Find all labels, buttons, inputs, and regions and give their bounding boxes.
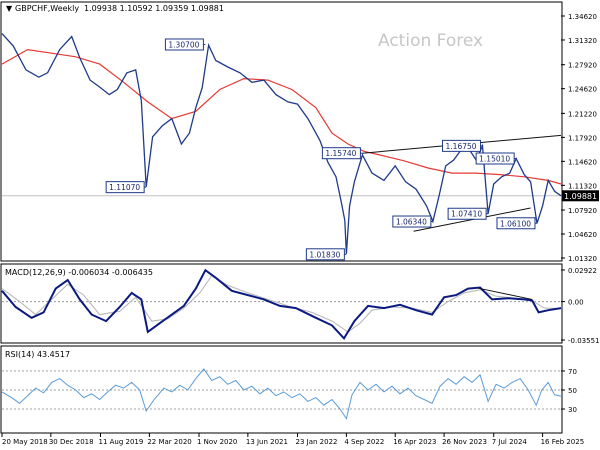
rsi-tick-label: 50 [568, 387, 577, 395]
price-tick-label: 1.01320 [568, 255, 597, 263]
last-price-label: 1.09881 [564, 192, 597, 201]
annotation-box [496, 217, 536, 230]
price-tick-label: 1.27920 [568, 62, 597, 70]
annotation-label: 1.16750 [446, 142, 477, 151]
annotation-label: 1.06100 [500, 219, 531, 228]
annotation-label: 1.06340 [396, 218, 427, 227]
price-tick-label: 1.07920 [568, 207, 597, 215]
price-axis: 1.34620 1.31320 1.27920 1.24620 1.21220 1.179… [561, 13, 597, 263]
date-tick-label: 23 Jan 2022 [296, 438, 338, 446]
macd-trendline [477, 287, 533, 300]
date-tick-label: 26 Nov 2023 [442, 438, 487, 446]
annotation-label: 1.01830 [309, 250, 340, 259]
symbol-dropdown-icon[interactable]: ▼ [6, 4, 13, 13]
date-tick-label: 16 Apr 2023 [393, 438, 436, 446]
date-tick-label: 13 Jun 2021 [246, 438, 288, 446]
price-annotations: 1.30700 1.11070 1.15740 1.01830 1.167501.150… [105, 38, 537, 261]
price-tick-label: 1.14620 [568, 158, 597, 166]
date-tick-label: 22 Mar 2020 [147, 438, 191, 446]
annotation-label: 1.30700 [168, 40, 199, 49]
annotation-label: 1.15010 [479, 155, 510, 164]
date-tick-label: 4 Sep 2022 [344, 438, 384, 446]
date-axis: 20 May 2018 30 Dec 2018 11 Aug 2019 22 Mar … [1, 433, 585, 446]
watermark: Action Forex [378, 31, 483, 51]
date-tick-label: 1 Nov 2020 [197, 438, 237, 446]
price-tick-label: 1.31320 [568, 37, 597, 45]
annotation-box [392, 215, 432, 228]
annotation-box [164, 38, 204, 51]
date-tick-label: 30 Dec 2018 [49, 438, 94, 446]
price-tick-label: 1.11320 [568, 182, 597, 190]
macd-axis: 0.02922 0.00 -0.035518 [2, 267, 600, 345]
rsi-axis: 70 50 30 [2, 368, 577, 414]
macd-panel-frame [0, 263, 563, 344]
price-tick-label: 1.24620 [568, 86, 597, 94]
annotation-box [475, 152, 515, 165]
rsi-label: RSI(14) 43.4517 [5, 350, 70, 359]
annotation-label: 1.15740 [325, 149, 356, 158]
macd-tick-label: 0.02922 [568, 267, 597, 275]
annotation-box [305, 248, 345, 261]
last-price-bg [562, 190, 599, 202]
ohlc-values: 1.09938 1.10592 1.09359 1.09881 [84, 4, 224, 13]
annotation-label: 1.11070 [109, 183, 140, 192]
date-tick-label: 7 Jul 2024 [492, 438, 528, 446]
rsi-tick-label: 70 [568, 368, 577, 376]
date-tick-label: 16 Feb 2025 [541, 438, 585, 446]
macd-tick-label: 0.00 [568, 299, 584, 307]
date-tick-label: 11 Aug 2019 [99, 438, 144, 446]
symbol-label: GBPCHF,Weekly [15, 4, 79, 13]
macd-signal-line [1, 274, 562, 333]
price-tick-label: 1.21220 [568, 110, 597, 118]
macd-label: MACD(12,26,9) -0.006034 -0.006435 [5, 268, 153, 277]
price-tick-label: 1.17920 [568, 134, 597, 142]
price-tick-label: 1.04620 [568, 231, 597, 239]
price-panel-frame [0, 1, 563, 262]
price-tick-label: 1.34620 [568, 13, 597, 21]
annotation-box [321, 147, 361, 160]
last-price-marker: 1.09881 [562, 190, 599, 202]
rsi-tick-label: 30 [568, 406, 577, 414]
annotation-label: 1.07410 [451, 210, 482, 219]
date-tick-label: 20 May 2018 [2, 438, 48, 446]
annotation-box [105, 181, 145, 194]
annotation-box [442, 139, 482, 152]
moving-average-line [1, 48, 562, 185]
rsi-line [1, 368, 562, 420]
annotation-box [447, 207, 487, 220]
macd-tick-label: -0.035518 [568, 337, 600, 345]
